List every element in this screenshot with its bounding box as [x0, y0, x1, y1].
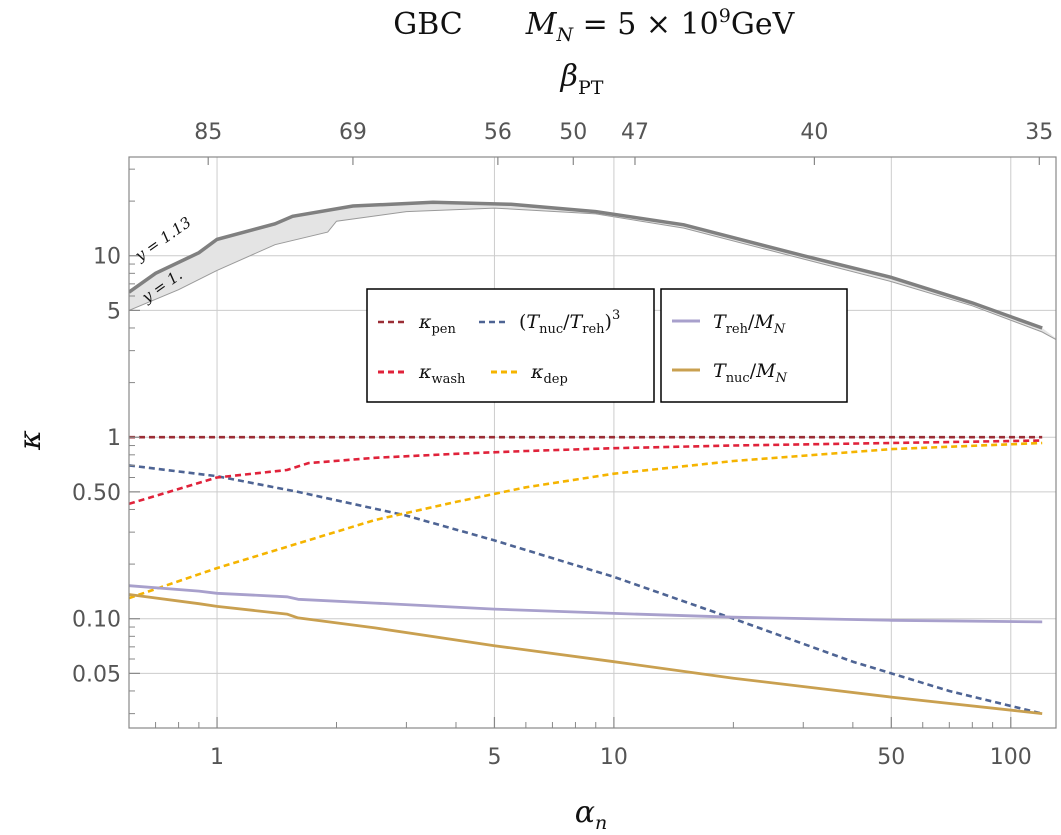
top-axis-label: βPT	[560, 59, 604, 99]
y-tick-label-5: 5	[107, 299, 121, 324]
top-tick-label-50: 50	[559, 120, 587, 145]
y-tick-label-1: 1	[107, 426, 121, 451]
top-tick-label-47: 47	[621, 120, 649, 145]
legend-label-tnuc: Tnuc/MN	[713, 360, 788, 386]
top-axis-ticks: 85 69 56 50 47 40 35	[194, 120, 1053, 165]
legend-box-1: κpen (Tnuc/Treh)3 κwash κdep	[366, 288, 655, 403]
top-tick-label-69: 69	[339, 120, 367, 145]
uncertainty-band	[129, 200, 1056, 341]
series-group	[129, 435, 1043, 715]
band-lower-edge	[129, 207, 1056, 341]
top-tick-label-35: 35	[1025, 120, 1053, 145]
plot-frame	[128, 156, 1057, 729]
legend-label-tnuc-treh-cubed: (Tnuc/Treh)3	[519, 308, 620, 337]
y-tick-label-0.05: 0.05	[72, 662, 121, 687]
series-line-5	[129, 593, 1043, 715]
top-tick-label-85: 85	[194, 120, 222, 145]
x-tick-label-5: 5	[487, 745, 501, 770]
y-tick-label-0.50: 0.50	[72, 481, 121, 506]
series-line-1	[129, 464, 1043, 715]
x-tick-label-1: 1	[210, 745, 224, 770]
chart-title-left: GBC	[393, 7, 463, 42]
y-tick-label-0.10: 0.10	[72, 608, 121, 633]
series-line-2	[129, 439, 1043, 506]
x-axis-ticks: 1 5 10 50 100	[128, 717, 1032, 770]
chart-title-right: MN = 5 × 109GeV	[525, 5, 796, 46]
legend-box-2: Treh/MN Tnuc/MN	[660, 288, 848, 403]
y-axis-ticks: 0.05 0.10 0.50 1 5 10	[72, 168, 140, 715]
y-axis-label: κ	[13, 430, 48, 451]
series-line-4	[129, 584, 1043, 624]
x-axis-label: αn	[575, 795, 608, 834]
x-tick-label-50: 50	[877, 745, 905, 770]
x-tick-label-10: 10	[600, 745, 628, 770]
x-tick-label-100: 100	[990, 745, 1032, 770]
top-tick-label-56: 56	[484, 120, 512, 145]
band-upper-edge	[129, 200, 1043, 330]
top-tick-label-40: 40	[800, 120, 828, 145]
title-group: GBC MN = 5 × 109GeV βPT	[393, 5, 795, 99]
y-tick-label-10: 10	[93, 245, 121, 270]
legend-label-treh: Treh/MN	[713, 311, 786, 337]
series-line-3	[129, 441, 1043, 600]
